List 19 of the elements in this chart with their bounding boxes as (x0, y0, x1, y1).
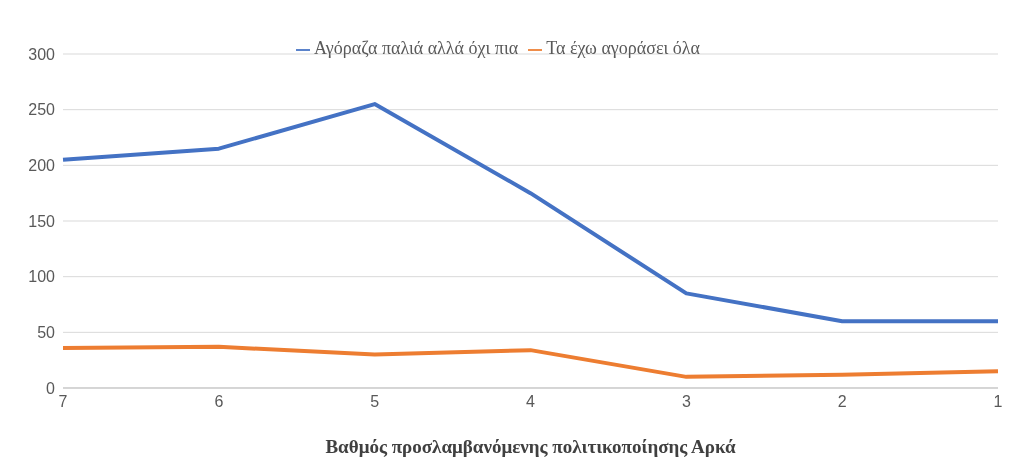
x-axis-title: Βαθμός προσλαμβανόμενης πολιτικοποίησης Αρκά (325, 436, 736, 457)
x-tick-label: 1 (993, 393, 1003, 411)
line-series (61, 102, 1000, 324)
legend-label: Τα έχω αγοράσει όλα (546, 38, 700, 58)
legend-label: Αγόραζα παλιά αλλά όχι πια (314, 38, 519, 58)
x-tick-label: 7 (58, 393, 68, 411)
x-tick-label: 4 (526, 393, 536, 411)
x-tick-label: 3 (681, 393, 691, 411)
y-tick-label: 150 (28, 212, 56, 230)
line-series (61, 344, 1000, 379)
x-tick-label: 5 (370, 393, 380, 411)
y-tick-label: 0 (46, 379, 56, 397)
x-tick-label: 6 (214, 393, 224, 411)
y-tick-label: 200 (28, 157, 56, 175)
y-tick-label: 100 (28, 268, 56, 286)
y-tick-label: 250 (28, 101, 56, 119)
y-tick-label: 50 (37, 324, 56, 342)
x-tick-label: 2 (837, 393, 847, 411)
y-tick-label: 300 (28, 45, 56, 63)
